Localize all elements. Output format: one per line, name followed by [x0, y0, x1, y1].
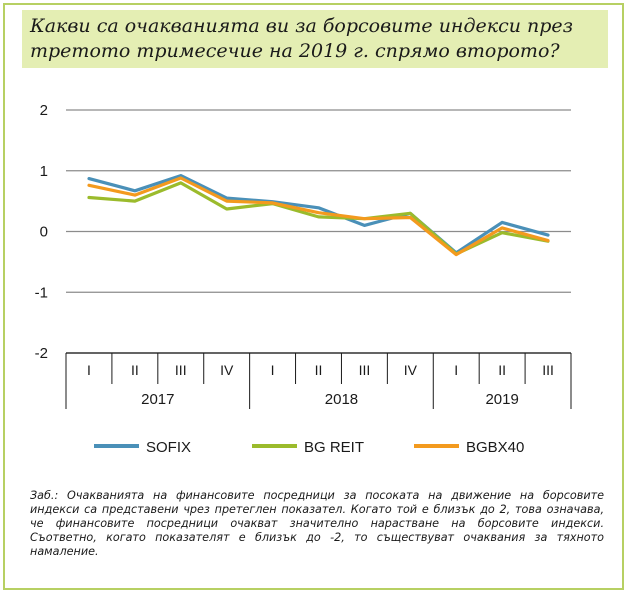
title-box: Какви са очакванията ви за борсовите инд… — [22, 10, 608, 68]
y-tick-label: 2 — [40, 102, 48, 119]
x-tick-label: I — [87, 362, 91, 378]
x-tick-label: III — [359, 362, 371, 378]
y-tick-label: -1 — [35, 284, 48, 301]
y-tick-label: 1 — [40, 163, 48, 180]
x-tick-label: III — [542, 362, 554, 378]
figure-frame — [3, 3, 624, 590]
x-tick-label: IV — [404, 362, 418, 378]
year-label: 2019 — [485, 391, 518, 408]
series-line-sofix — [87, 174, 550, 255]
y-tick-label: -2 — [35, 345, 48, 362]
year-label: 2018 — [325, 391, 358, 408]
series-lines — [87, 174, 550, 257]
legend-label: BG REIT — [304, 439, 364, 456]
y-tick-label: 0 — [40, 224, 48, 241]
chart-title: Какви са очакванията ви за борсовите инд… — [30, 15, 574, 62]
y-axis-ticks: 2 1 0 -1 -2 — [35, 102, 48, 362]
footnote: Заб.: Очакванията на финансовите посредн… — [30, 489, 604, 558]
x-tick-label: II — [131, 362, 139, 378]
x-tick-label: I — [454, 362, 458, 378]
legend-label: SOFIX — [146, 439, 191, 456]
legend-label: BGBX40 — [466, 439, 524, 456]
x-tick-label: II — [498, 362, 506, 378]
x-tick-label: II — [315, 362, 323, 378]
x-tick-label: IV — [220, 362, 234, 378]
x-tick-label: I — [271, 362, 275, 378]
legend: SOFIX BG REIT BGBX40 — [94, 439, 524, 456]
series-line-bg-reit — [87, 181, 550, 256]
year-label: 2017 — [141, 391, 174, 408]
series-line-bgbx40 — [87, 176, 550, 257]
x-tick-label: III — [175, 362, 187, 378]
